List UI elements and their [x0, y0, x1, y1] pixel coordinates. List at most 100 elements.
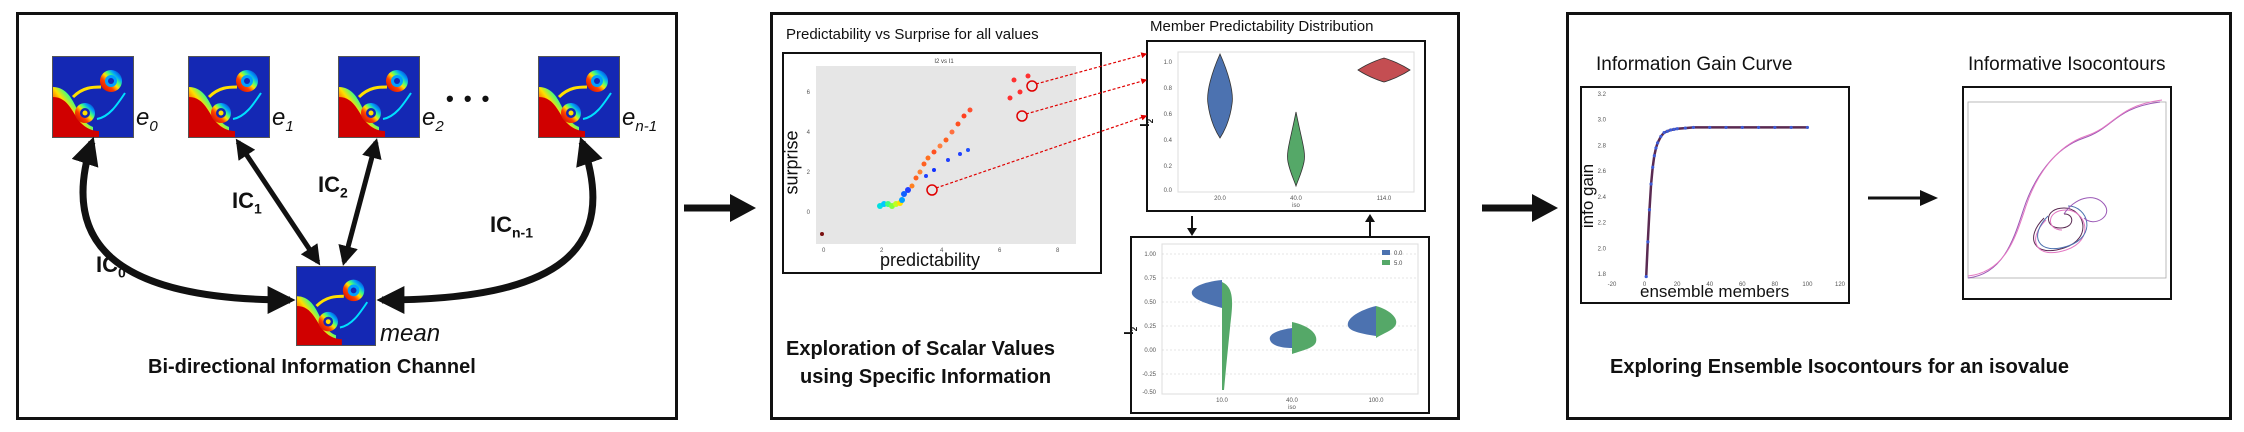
curve-ytick: 2.8: [1598, 143, 1607, 149]
info-gain-point: [1669, 128, 1673, 132]
info-gain-point: [1756, 125, 1761, 130]
split-violin-100-green: [1376, 306, 1397, 338]
info-gain-point: [1683, 126, 1687, 130]
info-gain-point: [1675, 127, 1679, 131]
violin-down-arrows: [1187, 214, 1375, 236]
svg-text:0: 0: [807, 210, 811, 216]
channel-arrow-ic2: [338, 138, 382, 266]
info-gain-point: [1647, 208, 1652, 212]
violin-title: Member Predictability Distribution: [1150, 18, 1374, 35]
svg-text:iso: iso: [1288, 405, 1296, 411]
curve-ytick: 2.2: [1598, 221, 1607, 227]
svg-text:0.2: 0.2: [1164, 164, 1173, 170]
mean-thumbnail: [296, 266, 376, 346]
member-label-e0: e0: [136, 104, 158, 135]
info-gain-chart: -20 0 20 40 60 80 100 120 3.2 3.0 2.8 2.6 2.4 2.2 2.0 1…: [1580, 86, 1850, 304]
svg-text:6: 6: [998, 248, 1002, 254]
middle-caption-line1: Exploration of Scalar Values: [786, 338, 1055, 360]
svg-text:1.00: 1.00: [1144, 252, 1156, 258]
svg-text:8: 8: [1056, 248, 1060, 254]
split-violin-100-blue: [1347, 306, 1376, 336]
curve-xtick: 0: [1643, 282, 1647, 288]
curve-title: Information Gain Curve: [1596, 54, 1793, 75]
member-label-e1: e1: [272, 104, 294, 135]
svg-text:6: 6: [807, 90, 811, 96]
svg-text:4: 4: [940, 248, 944, 254]
split-violin-40-green: [1292, 322, 1317, 354]
svg-text:20.0: 20.0: [1214, 196, 1226, 202]
curve-ytick: 3.0: [1598, 118, 1607, 124]
split-violin-chart: 1.00 0.75 0.50 0.25 0.00 -0.25 -0.50 0.0…: [1130, 236, 1430, 414]
info-gain-point: [1646, 240, 1650, 244]
curve-ytick: 1.8: [1598, 272, 1607, 278]
channel-arrows: [71, 136, 603, 314]
svg-text:40.0: 40.0: [1286, 398, 1298, 404]
curve-xlabel: ensemble members: [1640, 282, 1790, 301]
mean-label: mean: [380, 320, 441, 347]
violin-chart: 1.0 0.8 0.6 0.4 0.2 0.0 20.0 40.0 114.0 …: [1146, 40, 1426, 212]
member-label-en-1: en-1: [622, 104, 658, 135]
channel-arrow-ic1: [235, 138, 321, 266]
svg-text:0: 0: [822, 248, 826, 254]
svg-text:0.0: 0.0: [1164, 188, 1173, 194]
info-gain-point: [1662, 130, 1666, 135]
flow-arrow-1: [684, 194, 756, 222]
iso-title: Informative Isocontours: [1968, 54, 2166, 75]
violin-114: [1357, 57, 1411, 83]
split-violin-10-green: [1222, 282, 1233, 390]
info-gain-point: [1651, 165, 1655, 169]
info-gain-point: [1654, 146, 1658, 150]
info-gain-point: [1656, 141, 1660, 145]
channel-label-icn-1: ICn-1: [490, 212, 533, 241]
svg-text:1.0: 1.0: [1164, 60, 1173, 66]
info-gain-point: [1724, 125, 1728, 130]
right-panel-caption: Exploring Ensemble Isocontours for an is…: [1610, 356, 2069, 378]
member-label-e2: e2: [422, 104, 444, 135]
svg-text:100.0: 100.0: [1368, 398, 1384, 404]
svg-text:-0.50: -0.50: [1142, 390, 1156, 396]
middle-caption-line2: using Specific Information: [800, 366, 1052, 388]
info-gain-point: [1659, 134, 1663, 139]
curve-xtick: 120: [1835, 282, 1846, 288]
info-gain-point: [1691, 125, 1696, 130]
info-gain-point: [1740, 125, 1744, 130]
info-gain-point: [1773, 125, 1777, 130]
info-gain-point: [1805, 125, 1810, 130]
split-violin-svg: 1.00 0.75 0.50 0.25 0.00 -0.25 -0.50 0.0…: [1142, 243, 1419, 411]
split-xticks: 10.0 40.0 100.0 iso: [1216, 398, 1384, 411]
scatter-title: Predictability vs Surprise for all value…: [786, 26, 1039, 43]
svg-text:114.0: 114.0: [1377, 196, 1392, 202]
svg-text:2: 2: [807, 170, 811, 176]
svg-text:-0.25: -0.25: [1142, 372, 1156, 378]
violin-yticks: 1.0 0.8 0.6 0.4 0.2 0.0: [1164, 60, 1173, 194]
curve-xtick: 20: [1674, 282, 1681, 288]
svg-text:0.4: 0.4: [1164, 138, 1173, 144]
curve-ytick: 2.4: [1598, 195, 1607, 201]
svg-text:2: 2: [880, 248, 884, 254]
info-gain-point: [1665, 129, 1669, 133]
channel-arrow-ic0: [71, 136, 296, 314]
info-gain-point: [1644, 274, 1648, 279]
info-gain-point: [1789, 125, 1793, 130]
curve-ytick: 2.6: [1598, 169, 1607, 175]
svg-text:0.0: 0.0: [1394, 251, 1403, 257]
info-gain-point: [1649, 182, 1653, 186]
channel-label-ic1: IC1: [232, 188, 262, 217]
flow-arrow-3: [1868, 190, 1938, 206]
scatter-ticks: 6 4 2 0 0 2 4 6 8: [807, 90, 1060, 254]
channel-label-ic2: IC2: [318, 172, 348, 201]
curve-xtick: 100: [1802, 282, 1813, 288]
curve-xtick: 60: [1739, 282, 1746, 288]
svg-text:0.25: 0.25: [1144, 324, 1156, 330]
members-ellipsis: • • •: [446, 86, 492, 111]
svg-text:0.8: 0.8: [1164, 86, 1173, 92]
info-gain-point: [1652, 154, 1656, 158]
curve-xtick: 80: [1772, 282, 1779, 288]
scatter-points: [820, 73, 1038, 236]
curve-xtick: 40: [1706, 282, 1713, 288]
svg-text:0.75: 0.75: [1144, 276, 1156, 282]
split-violin-10-blue: [1191, 280, 1222, 308]
split-legend: 0.0 5.0: [1382, 250, 1403, 267]
svg-text:iso: iso: [1292, 203, 1300, 209]
